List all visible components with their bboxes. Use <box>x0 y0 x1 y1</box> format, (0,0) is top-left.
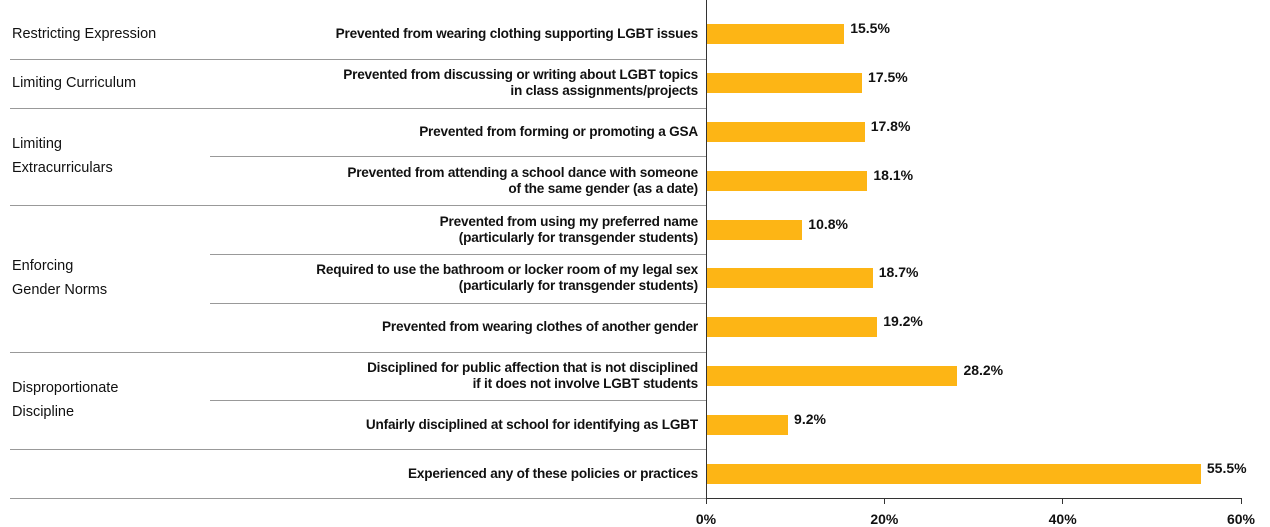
group-separator <box>10 351 706 353</box>
row-separator <box>210 400 706 402</box>
category-label: Disciplined for public affection that is… <box>367 360 698 391</box>
group-separator <box>10 205 706 207</box>
x-tick-label: 40% <box>1048 511 1077 527</box>
bar <box>706 219 803 240</box>
bar <box>706 317 878 338</box>
category-label: Required to use the bathroom or locker r… <box>316 262 698 294</box>
value-label: 17.8% <box>870 118 911 134</box>
value-label: 17.5% <box>868 69 908 86</box>
category-label: Prevented from using my preferred name (… <box>439 213 699 245</box>
bar <box>706 268 873 289</box>
category-label: Experienced any of these policies or pra… <box>408 465 698 481</box>
bar <box>706 463 1201 484</box>
group-label: Limiting Curriculum <box>12 75 137 92</box>
x-tick-label: 0% <box>695 511 717 527</box>
group-separator <box>10 58 706 60</box>
x-tick-label: 20% <box>870 511 899 527</box>
group-separator <box>10 107 706 109</box>
bar <box>706 170 868 191</box>
category-label: Prevented from discussing or writing abo… <box>343 67 698 99</box>
x-tick-mark <box>1240 498 1242 504</box>
group-separator <box>10 498 706 499</box>
bar <box>706 122 865 142</box>
category-label: Prevented from wearing clothing supporti… <box>335 26 699 42</box>
x-tick-label: 60% <box>1226 511 1256 527</box>
bar <box>706 24 845 45</box>
value-label: 18.7% <box>878 264 919 281</box>
value-label: 15.5% <box>850 20 890 37</box>
x-tick-mark <box>883 498 885 504</box>
value-label: 18.1% <box>873 166 914 183</box>
group-label: Limiting Extracurriculars <box>12 136 113 177</box>
category-label: Prevented from wearing clothes of anothe… <box>382 319 698 335</box>
row-separator <box>210 156 706 158</box>
x-tick-mark <box>705 498 707 504</box>
x-tick-mark <box>1062 498 1064 504</box>
category-label: Prevented from attending a school dance … <box>347 164 698 196</box>
row-separator <box>210 302 706 304</box>
bar <box>706 366 958 386</box>
group-label: Disproportionate Discipline <box>12 380 119 421</box>
value-label: 55.5% <box>1206 459 1247 476</box>
bar <box>706 73 863 94</box>
value-label: 9.2% <box>794 410 826 427</box>
group-label: Restricting Expression <box>12 26 157 43</box>
category-label: Unfairly disciplined at school for ident… <box>365 416 698 432</box>
category-label: Prevented from forming or promoting a GS… <box>419 124 698 139</box>
y-axis-line <box>705 0 707 504</box>
bar <box>706 414 789 435</box>
value-label: 10.8% <box>808 215 848 232</box>
x-axis-line <box>706 498 1241 499</box>
value-label: 28.2% <box>963 362 1004 378</box>
row-separator <box>210 254 706 255</box>
group-label: Enforcing Gender Norms <box>12 258 108 299</box>
value-label: 19.2% <box>883 313 923 330</box>
group-separator <box>10 449 706 451</box>
